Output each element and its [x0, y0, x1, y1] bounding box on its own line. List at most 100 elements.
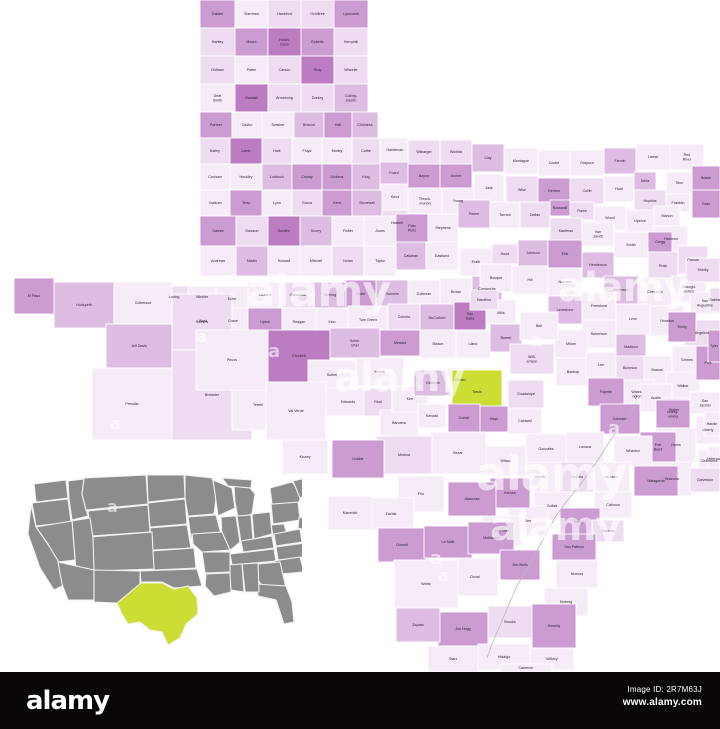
county-nolan [331, 245, 365, 277]
county-lipscomb [333, 0, 369, 29]
county-cottle [351, 137, 381, 165]
county-cass [691, 189, 720, 219]
county-hartley [199, 27, 236, 57]
county-rains [569, 201, 595, 221]
county-wise [505, 175, 539, 205]
counties-group [13, 0, 720, 672]
county-titus [665, 171, 693, 195]
county-van-zandt [581, 221, 615, 247]
county-stonewall [351, 189, 383, 217]
county-collingsworth [333, 83, 369, 113]
county-mcculloch [419, 303, 455, 333]
county-bandera [379, 409, 419, 437]
county-dimmit [377, 527, 427, 563]
county-hutchinson [267, 27, 302, 57]
state-wyoming [87, 504, 151, 537]
county-potter [234, 55, 269, 85]
county-navarro [547, 267, 583, 297]
county-kimble [355, 357, 405, 387]
county-bailey [199, 137, 231, 165]
state-texas-highlighted [116, 582, 199, 646]
county-atascosa [447, 481, 497, 517]
county-edwards [325, 387, 371, 417]
county-wichita [439, 139, 473, 165]
county-marion [653, 205, 681, 227]
county-ellis [547, 239, 583, 269]
county-foard [379, 161, 409, 185]
county-guadalupe [507, 379, 545, 409]
county-wilbarger [407, 139, 441, 165]
county-hansford [267, 0, 302, 29]
county-hood [491, 243, 519, 265]
county-taylor [363, 245, 397, 277]
county-wheeler [333, 55, 369, 85]
county-collin [569, 177, 605, 205]
county-fayette [587, 377, 625, 407]
county-moore [234, 27, 269, 57]
county-zapata [395, 607, 441, 643]
county-dallas [519, 201, 551, 229]
county-gaines [199, 215, 237, 247]
county-gray [300, 55, 335, 85]
county-king [351, 163, 381, 191]
county-throckmorton [407, 187, 443, 215]
county-archer [439, 163, 473, 189]
state-arkansas [201, 551, 231, 574]
county-lynn [261, 189, 293, 217]
county-motley [321, 137, 353, 165]
county-hill [511, 265, 549, 295]
county-childress [351, 111, 379, 139]
state-michigan [233, 483, 256, 519]
county-swisher [261, 111, 295, 139]
state-montana [81, 474, 149, 511]
county-tarrant [489, 201, 521, 229]
county-shelby [685, 257, 720, 283]
state-louisiana [204, 572, 232, 597]
county-tyler [707, 329, 720, 363]
county-trinity [667, 311, 697, 343]
county-presidio [91, 367, 173, 441]
county-val-verde [265, 381, 327, 441]
county-floyd [291, 137, 323, 165]
county-garza [291, 189, 323, 217]
county-oldham [199, 55, 236, 85]
county-fannin [603, 147, 637, 175]
alamy-logo: alamy [26, 686, 110, 716]
county-hockley [229, 163, 263, 191]
state-virginia [273, 528, 302, 547]
county-briscoe [293, 111, 325, 139]
county-kinney [281, 439, 329, 475]
county-carson [267, 55, 302, 85]
county-upshur [625, 209, 655, 233]
county-comal [447, 403, 481, 433]
county-midland [247, 281, 283, 309]
county-karnes [489, 477, 531, 509]
state-kansas [151, 547, 197, 571]
county-culberson [113, 281, 173, 325]
county-deaf-smith [199, 83, 236, 113]
state-florida [255, 583, 295, 625]
county-bell [519, 311, 559, 341]
county-hamilton [469, 289, 499, 311]
county-jim-hogg [437, 611, 489, 647]
county-wilson [485, 445, 527, 477]
state-new-england [292, 478, 302, 499]
state-colorado [90, 531, 155, 572]
county-hall [323, 111, 353, 139]
county-scurry [299, 215, 333, 247]
county-hays [477, 405, 511, 433]
county-llano [455, 329, 491, 359]
county-rusk [647, 251, 679, 281]
map-area: Dallam Sherman Hansford Ochiltree Lipscomb Ha… [13, 0, 720, 672]
state-washington [33, 479, 69, 503]
county-aransas [591, 519, 625, 543]
county-uvalde [331, 439, 385, 479]
county-dawson [235, 215, 269, 247]
county-burleson [615, 355, 645, 381]
county-matagorda [633, 465, 679, 497]
county-donley [300, 83, 335, 113]
county-martin [235, 245, 269, 277]
county-hardeman [379, 137, 411, 163]
alamy-url-text: www.alamy.com [622, 697, 702, 708]
